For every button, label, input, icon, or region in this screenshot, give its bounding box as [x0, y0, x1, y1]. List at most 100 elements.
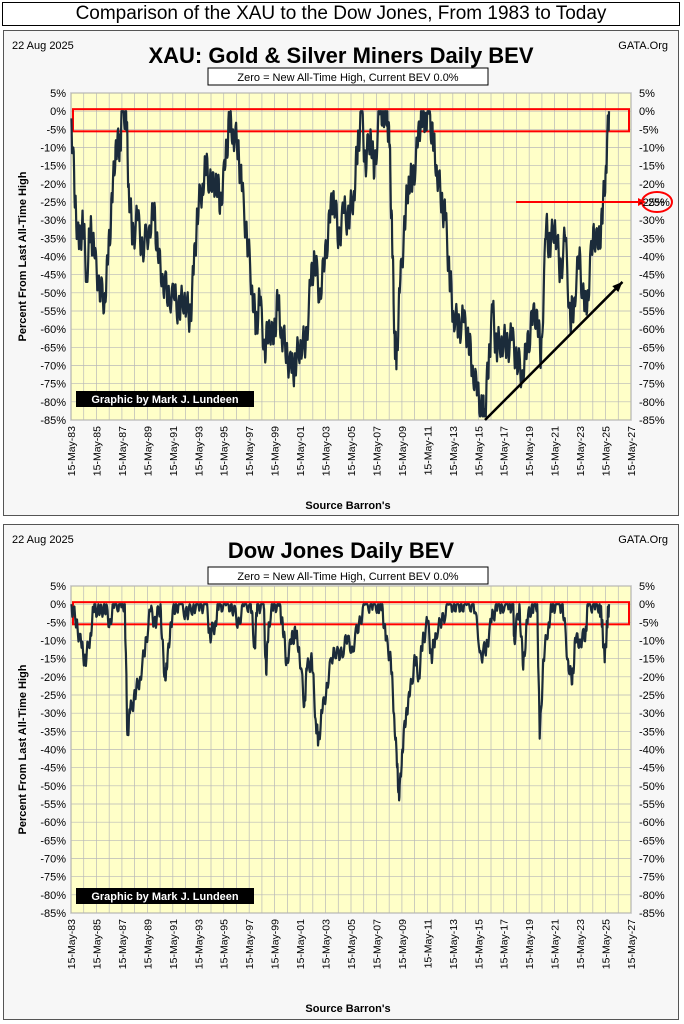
y-tick-label: -80%: [639, 397, 665, 409]
y-tick-label: -60%: [40, 324, 66, 336]
y-tick-label: -20%: [639, 672, 665, 684]
y-tick-label: -50%: [639, 288, 665, 300]
x-tick-label: 15-May-09: [397, 426, 409, 476]
y-tick-label: -25%: [639, 197, 665, 209]
x-tick-label: 15-May-87: [117, 919, 129, 969]
y-tick-label: -60%: [40, 817, 66, 829]
x-tick-label: 15-May-17: [499, 426, 511, 476]
y-tick-label: -40%: [40, 252, 66, 264]
xau-chart: -25% 5% 0% -5% -10% -15% -20% -25% -30% -35% -40%…: [12, 40, 673, 512]
y-axis-left: 5% 0% -5% -10% -15% -20% -25% -30% -35% -40% -45% -…: [40, 581, 66, 920]
x-axis-label: Source Barron's: [305, 500, 390, 512]
y-tick-label: -25%: [639, 690, 665, 702]
credit-box: [76, 391, 254, 407]
x-tick-label: 15-May-11: [422, 919, 434, 969]
y-tick-label: -10%: [639, 143, 665, 155]
y-tick-label: -15%: [639, 654, 665, 666]
y-tick-label: -30%: [639, 215, 665, 227]
x-axis-label: Source Barron's: [305, 1003, 390, 1015]
y-tick-label: -85%: [639, 908, 665, 920]
x-tick-label: 15-May-01: [295, 426, 307, 476]
y-tick-label: -65%: [639, 342, 665, 354]
y-tick-label: -50%: [40, 288, 66, 300]
x-tick-label: 15-May-03: [321, 919, 333, 969]
y-tick-label: -75%: [40, 379, 66, 391]
y-tick-label: -35%: [639, 233, 665, 245]
y-tick-label: -85%: [40, 908, 66, 920]
y-tick-label: -50%: [639, 781, 665, 793]
y-tick-label: 5%: [639, 88, 655, 100]
x-tick-label: 15-May-91: [168, 919, 180, 969]
callout-label: -25%: [644, 197, 670, 209]
y-tick-label: -75%: [639, 379, 665, 391]
y-tick-label: -80%: [40, 397, 66, 409]
y-tick-label: -30%: [639, 708, 665, 720]
y-tick-label: -5%: [639, 124, 659, 136]
y-tick-label: -5%: [46, 617, 66, 629]
x-tick-label: 15-May-15: [473, 426, 485, 476]
x-tick-label: 15-May-03: [321, 426, 333, 476]
y-tick-label: 0%: [50, 599, 66, 611]
y-tick-label: 5%: [50, 581, 66, 593]
y-tick-label: 0%: [639, 106, 655, 118]
annotation-text: Zero = New All-Time High, Current BEV 0.…: [237, 72, 458, 84]
trend-arrow: [484, 281, 624, 421]
y-tick-label: -10%: [40, 636, 66, 648]
y-tick-label: -70%: [40, 361, 66, 373]
x-tick-label: 15-May-83: [66, 426, 78, 476]
x-tick-label: 15-May-23: [575, 426, 587, 476]
x-tick-label: 15-May-13: [448, 426, 460, 476]
x-tick-label: 15-May-23: [575, 919, 587, 969]
annotation-box: [207, 566, 489, 585]
x-tick-label: 15-May-99: [270, 919, 282, 969]
y-tick-label: -30%: [40, 708, 66, 720]
y-tick-label: -15%: [639, 161, 665, 173]
y-axis-left: 5% 0% -5% -10% -15% -20% -25% -30% -35% -40% -45% -…: [40, 88, 66, 427]
x-tick-label: 15-May-21: [550, 919, 562, 969]
y-tick-label: -55%: [40, 306, 66, 318]
y-axis-label: Percent From Last All-Time High: [17, 171, 29, 341]
y-tick-label: -65%: [639, 835, 665, 847]
x-tick-label: 15-May-15: [473, 919, 485, 969]
x-tick-label: 15-May-27: [626, 426, 638, 476]
y-tick-label: -85%: [40, 415, 66, 427]
y-tick-label: -75%: [639, 872, 665, 884]
x-tick-label: 15-May-05: [346, 919, 358, 969]
x-tick-label: 15-May-21: [550, 426, 562, 476]
gridlines: [70, 585, 632, 914]
y-tick-label: 5%: [50, 88, 66, 100]
x-tick-label: 15-May-09: [397, 919, 409, 969]
x-tick-label: 15-May-19: [524, 919, 536, 969]
chart-date: 22 Aug 2025: [12, 534, 74, 546]
chart-source-tag: GATA.Org: [618, 534, 668, 546]
x-tick-label: 15-May-27: [626, 919, 638, 969]
x-tick-label: 15-May-17: [499, 919, 511, 969]
y-tick-label: -60%: [639, 817, 665, 829]
y-tick-label: -5%: [46, 124, 66, 136]
y-tick-label: -50%: [40, 781, 66, 793]
credit-text: Graphic by Mark J. Lundeen: [91, 394, 239, 406]
y-tick-label: -35%: [639, 726, 665, 738]
y-tick-label: -70%: [639, 361, 665, 373]
y-axis-right: 5% 0% -5% -10% -15% -20% -25% -30% -35% -40% -45% -…: [639, 581, 665, 920]
x-tick-label: 15-May-93: [193, 426, 205, 476]
credit-box: [76, 888, 254, 904]
x-axis: 15-May-83 15-May-85 15-May-87 15-May-89 15-M…: [66, 919, 638, 969]
series-group: [70, 603, 611, 802]
dow-chart: 5% 0% -5% -10% -15% -20% -25% -30% -35% -40% -45% -…: [12, 534, 668, 1015]
y-tick-label: -25%: [40, 197, 66, 209]
chart-title: Dow Jones Daily BEV: [228, 538, 455, 563]
y-tick-label: -85%: [639, 415, 665, 427]
chart-source-tag: GATA.Org: [618, 40, 668, 52]
annotation-text: Zero = New All-Time High, Current BEV 0.…: [237, 571, 458, 583]
credit-text: Graphic by Mark J. Lundeen: [91, 891, 239, 903]
dow-chart-panel: 5% 0% -5% -10% -15% -20% -25% -30% -35% -40% -45% -…: [3, 524, 679, 1020]
ath-band-rect: [72, 108, 630, 133]
y-tick-label: -55%: [639, 306, 665, 318]
y-tick-label: -20%: [40, 179, 66, 191]
x-tick-label: 15-May-07: [371, 426, 383, 476]
y-tick-label: -45%: [40, 763, 66, 775]
y-tick-label: 0%: [639, 599, 655, 611]
y-tick-label: -35%: [40, 233, 66, 245]
y-axis-right: 5% 0% -5% -10% -15% -20% -25% -30% -35% -40% -45% -…: [639, 88, 665, 427]
